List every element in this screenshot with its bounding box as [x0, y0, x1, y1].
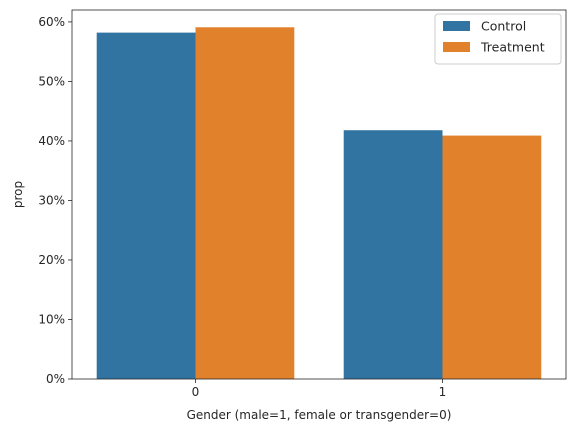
y-tick-label: 50%	[38, 74, 65, 88]
bar-treatment-1	[442, 135, 542, 379]
x-tick-label: 1	[439, 385, 447, 399]
bars-layer	[96, 27, 542, 380]
axes-layer	[71, 9, 567, 380]
bar-control-1	[343, 130, 443, 379]
legend-swatch-control	[443, 21, 470, 31]
y-axis: 0% 10% 20% 30% 40% 50% 60%	[38, 15, 72, 386]
legend-label-control: Control	[481, 19, 526, 34]
legend-swatch-treatment	[443, 42, 470, 52]
y-tick-label: 20%	[38, 253, 65, 267]
y-axis-label: prop	[11, 181, 25, 208]
legend: Control Treatment	[434, 13, 562, 65]
y-tick-label: 10%	[38, 312, 65, 326]
y-tick-label: 60%	[38, 15, 65, 29]
y-tick-label: 0%	[46, 372, 65, 386]
x-tick-label: 0	[192, 385, 200, 399]
plot-frame	[71, 9, 567, 380]
y-tick-label: 30%	[38, 193, 65, 207]
bar-control-0	[96, 32, 196, 380]
x-axis-label: Gender (male=1, female or transgender=0)	[187, 408, 452, 422]
bar-treatment-0	[195, 27, 295, 380]
legend-label-treatment: Treatment	[480, 40, 545, 55]
y-tick-label: 40%	[38, 134, 65, 148]
